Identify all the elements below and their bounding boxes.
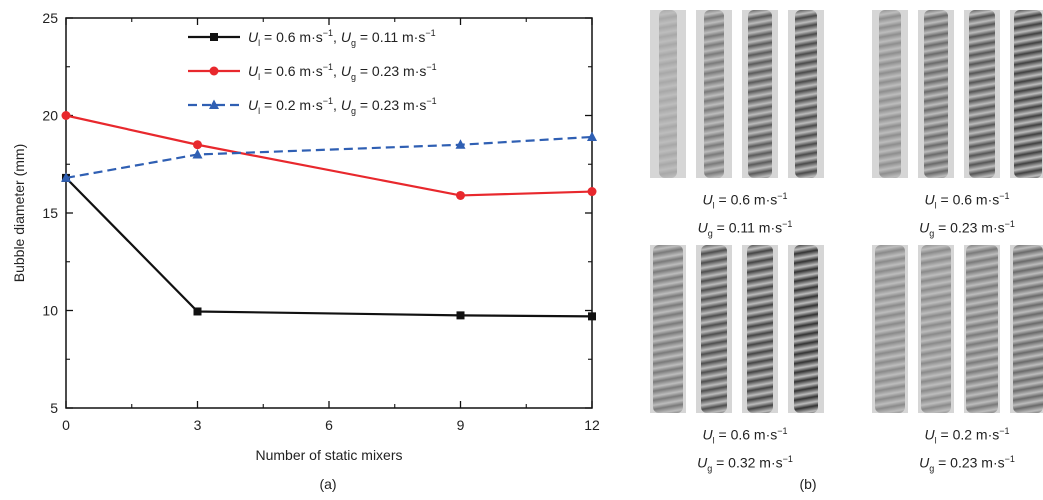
x-tick-label: 3 bbox=[194, 417, 202, 433]
series-circle bbox=[61, 111, 597, 200]
legend-marker bbox=[209, 99, 219, 109]
x-tick-label: 0 bbox=[62, 417, 70, 433]
data-point bbox=[456, 311, 465, 320]
x-tick-label: 6 bbox=[325, 417, 333, 433]
data-point bbox=[193, 140, 202, 150]
data-point bbox=[456, 190, 465, 200]
y-tick-label: 5 bbox=[50, 400, 58, 416]
data-point bbox=[61, 172, 71, 182]
plot-frame bbox=[65, 17, 593, 409]
legend-marker bbox=[209, 66, 219, 76]
legend-text: Ul = 0.6 m·s−1, Ug = 0.23 m·s−1 bbox=[248, 62, 437, 82]
y-axis-label: Bubble diameter (mm) bbox=[11, 144, 27, 283]
data-point bbox=[588, 312, 596, 321]
chart-series bbox=[61, 111, 597, 321]
x-tick-label: 12 bbox=[584, 417, 600, 433]
data-point bbox=[193, 307, 202, 316]
data-point bbox=[192, 149, 203, 159]
data-point bbox=[587, 187, 597, 197]
series-line bbox=[65, 114, 593, 197]
y-tick-label: 10 bbox=[42, 303, 58, 319]
x-tick-label: 9 bbox=[457, 417, 465, 433]
series-line bbox=[65, 135, 593, 179]
series-square bbox=[62, 173, 596, 321]
legend-marker bbox=[210, 33, 218, 41]
data-point bbox=[587, 131, 597, 141]
y-tick-label: 15 bbox=[42, 205, 58, 221]
series-triangle bbox=[61, 131, 597, 182]
chart-axes: 0 3 6 9 12 5 10 15 20 25 Number of static mixers Bu… bbox=[11, 10, 600, 463]
legend-text: Ul = 0.2 m·s−1, Ug = 0.23 m·s−1 bbox=[248, 96, 437, 116]
y-tick-label: 20 bbox=[42, 108, 58, 124]
y-tick-label: 25 bbox=[42, 10, 58, 26]
legend-text: Ul = 0.6 m·s−1, Ug = 0.11 m·s−1 bbox=[248, 28, 436, 48]
x-axis-label: Number of static mixers bbox=[255, 447, 402, 463]
panel-b-label: (b) bbox=[799, 476, 817, 492]
data-point bbox=[61, 111, 71, 120]
chart-legend: Ul = 0.6 m·s−1, Ug = 0.11 m·s−1 Ul = 0.6 … bbox=[188, 28, 437, 116]
series-line bbox=[65, 177, 593, 318]
data-point bbox=[455, 139, 466, 149]
panel-a-label: (a) bbox=[319, 476, 337, 492]
